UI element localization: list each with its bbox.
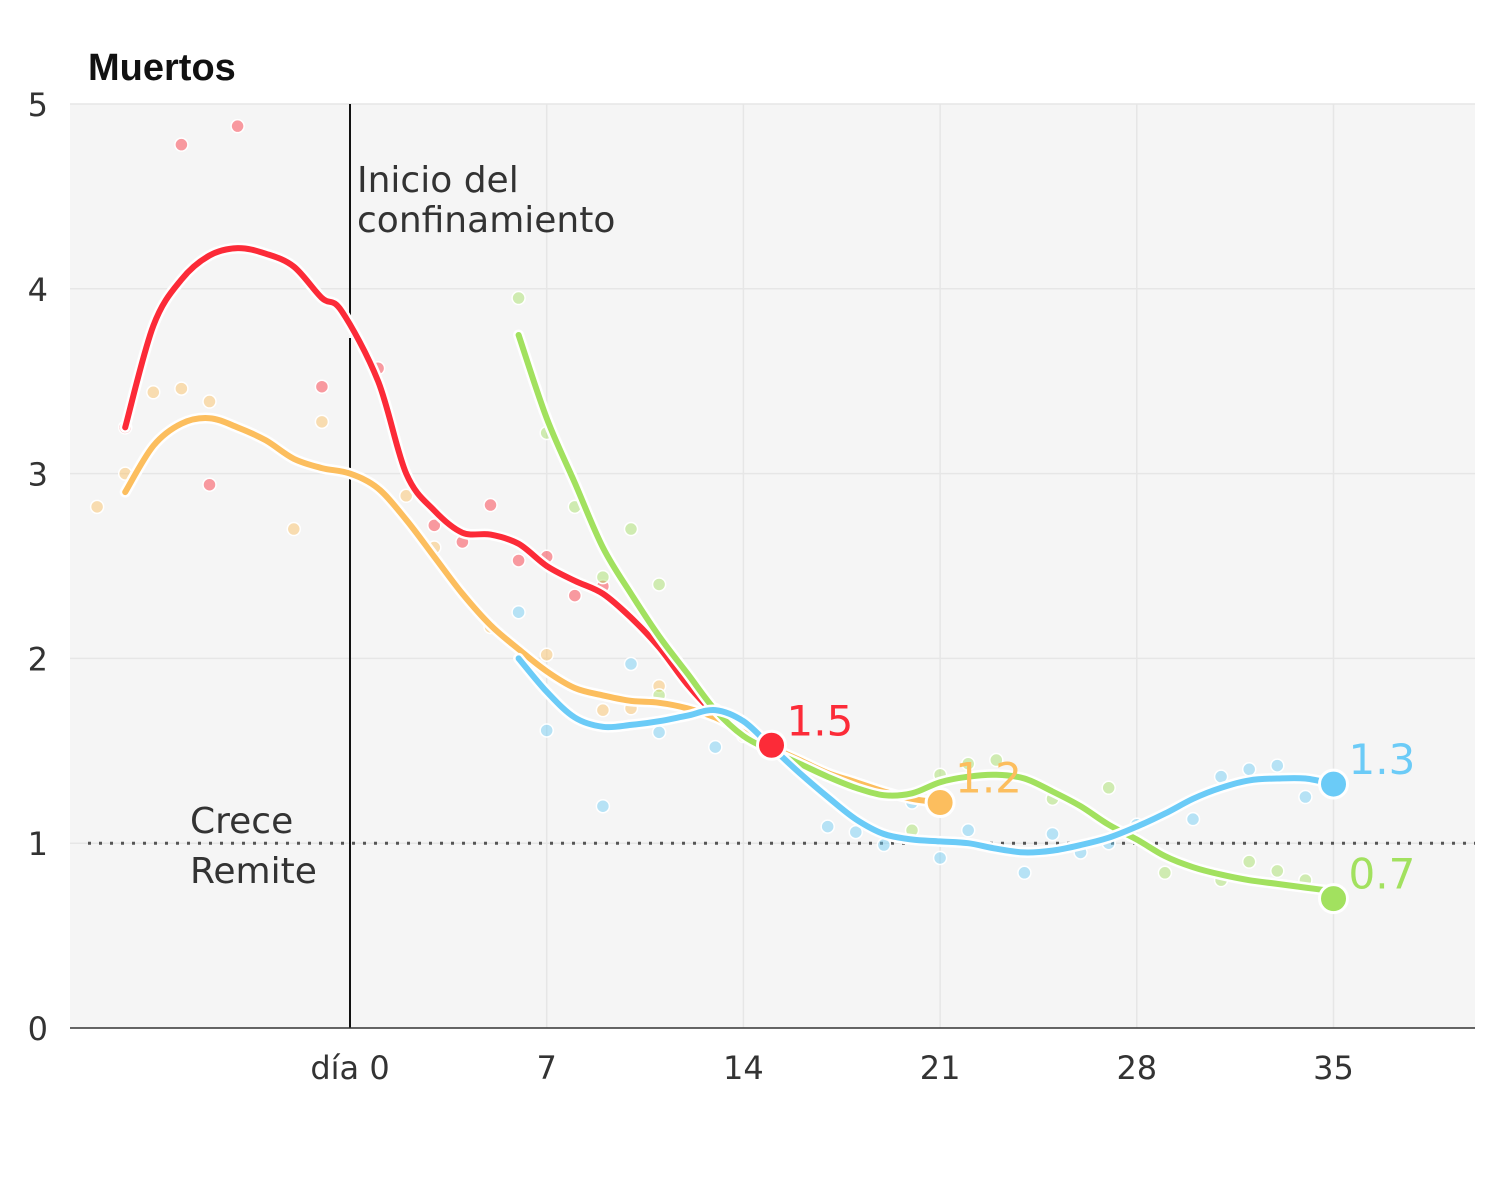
chart-title: Muertos xyxy=(88,47,236,89)
series-1-end-marker xyxy=(924,787,956,819)
series-3-point xyxy=(511,604,526,620)
series-3-point xyxy=(1185,811,1201,827)
series-2-line xyxy=(515,332,1337,895)
y-tick-label: 1 xyxy=(28,825,48,863)
x-tick-label: 7 xyxy=(537,1049,557,1087)
series-1-point xyxy=(595,702,611,718)
series-3-point xyxy=(539,723,554,738)
series-0-point xyxy=(314,379,330,394)
series-0-point xyxy=(427,518,442,533)
series-3-point xyxy=(651,725,667,740)
series-1-point xyxy=(539,647,554,662)
series-0-end-label: 1.5 xyxy=(787,696,854,745)
y-tick-label: 0 xyxy=(28,1010,48,1048)
lockdown-marker: Inicio del confinamiento xyxy=(347,104,615,1028)
series-3-line xyxy=(515,655,1337,856)
series-0-line xyxy=(122,245,775,749)
x-tick-label: 28 xyxy=(1116,1049,1157,1087)
series-layer: 1.5 1.2 0.7 1.3 xyxy=(89,118,1416,915)
series-1-point xyxy=(174,381,189,396)
lockdown-label-line1: Inicio del xyxy=(357,160,519,201)
x-tick-label: 14 xyxy=(723,1049,764,1087)
series-3-point xyxy=(820,819,835,834)
series-0-point xyxy=(230,118,245,134)
series-3-point xyxy=(595,798,611,814)
series-2-point xyxy=(989,752,1004,768)
y-tick-label: 5 xyxy=(28,86,48,124)
series-0-point xyxy=(511,553,526,568)
series-3-point xyxy=(1017,865,1032,881)
series-2-point xyxy=(651,577,667,592)
y-tick-label: 2 xyxy=(28,640,48,678)
series-2-point xyxy=(595,569,611,585)
series-2-point xyxy=(1101,780,1116,796)
series-1-end-label: 1.2 xyxy=(955,754,1022,803)
series-1-point xyxy=(202,394,217,409)
series-3-end-marker xyxy=(1318,768,1349,800)
series-3-point xyxy=(708,739,723,755)
series-1-point xyxy=(286,521,302,537)
series-2-point xyxy=(1270,863,1285,879)
x-tick-label: 21 xyxy=(920,1049,961,1087)
series-1-point xyxy=(89,499,105,515)
x-tick-label: día 0 xyxy=(310,1049,389,1087)
series-3-point xyxy=(960,823,976,838)
series-3-point xyxy=(1298,789,1313,805)
series-1-point xyxy=(314,414,330,430)
series-3-end-label: 1.3 xyxy=(1349,735,1416,784)
series-3-point xyxy=(932,850,948,866)
reference-label-below: Remite xyxy=(190,851,317,892)
series-3-point xyxy=(1045,826,1060,842)
end-markers: 1.5 1.2 0.7 1.3 xyxy=(756,696,1416,915)
axis-labels: día 0 7 14 21 28 35 0 1 2 3 4 5 xyxy=(28,86,1354,1087)
y-tick-label: 4 xyxy=(28,271,48,309)
series-0-end-marker xyxy=(756,729,787,761)
series-0-point xyxy=(483,497,498,513)
series-2-end-label: 0.7 xyxy=(1349,850,1416,899)
reference-label-above: Crece xyxy=(190,801,293,842)
series-2-point xyxy=(1241,854,1257,869)
lockdown-label-line2: confinamiento xyxy=(357,200,615,241)
series-2-point xyxy=(623,521,639,537)
series-0-point xyxy=(567,588,583,603)
smoothed-lines xyxy=(119,242,1339,897)
series-2-point xyxy=(960,756,976,771)
series-0-point xyxy=(174,137,189,152)
x-tick-label: 35 xyxy=(1313,1049,1354,1087)
series-3-point xyxy=(1241,762,1257,777)
series-2-point xyxy=(1157,865,1173,881)
series-3-point xyxy=(1270,758,1285,773)
series-1-point xyxy=(146,385,161,400)
series-2-point xyxy=(511,290,526,306)
series-3-point xyxy=(623,656,639,672)
reference-layer: Crece Remite xyxy=(88,801,1475,892)
series-0-point xyxy=(202,477,217,492)
series-2-end-marker xyxy=(1318,883,1349,915)
y-tick-label: 3 xyxy=(28,456,48,494)
